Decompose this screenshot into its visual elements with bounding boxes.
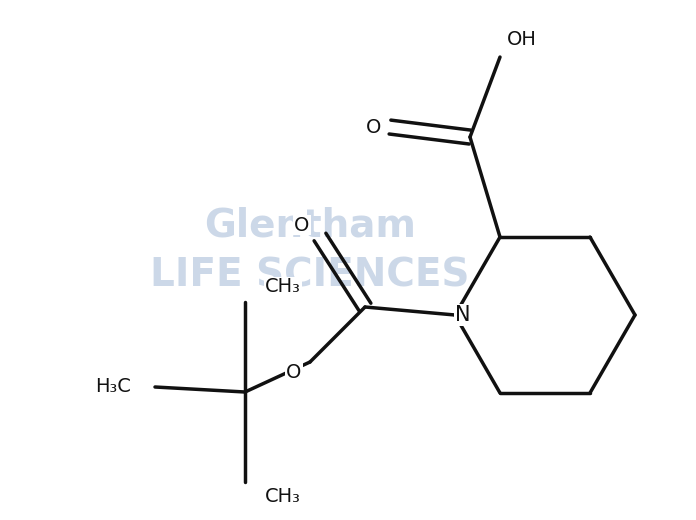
- Text: N: N: [455, 305, 470, 325]
- Text: O: O: [286, 362, 301, 382]
- Text: CH₃: CH₃: [265, 278, 301, 296]
- Text: O: O: [294, 215, 310, 235]
- Text: O: O: [366, 118, 381, 137]
- Text: CH₃: CH₃: [265, 488, 301, 506]
- Text: OH: OH: [507, 30, 537, 48]
- Text: Glentham
LIFE SCIENCES: Glentham LIFE SCIENCES: [150, 206, 470, 294]
- Text: H₃C: H₃C: [95, 378, 131, 397]
